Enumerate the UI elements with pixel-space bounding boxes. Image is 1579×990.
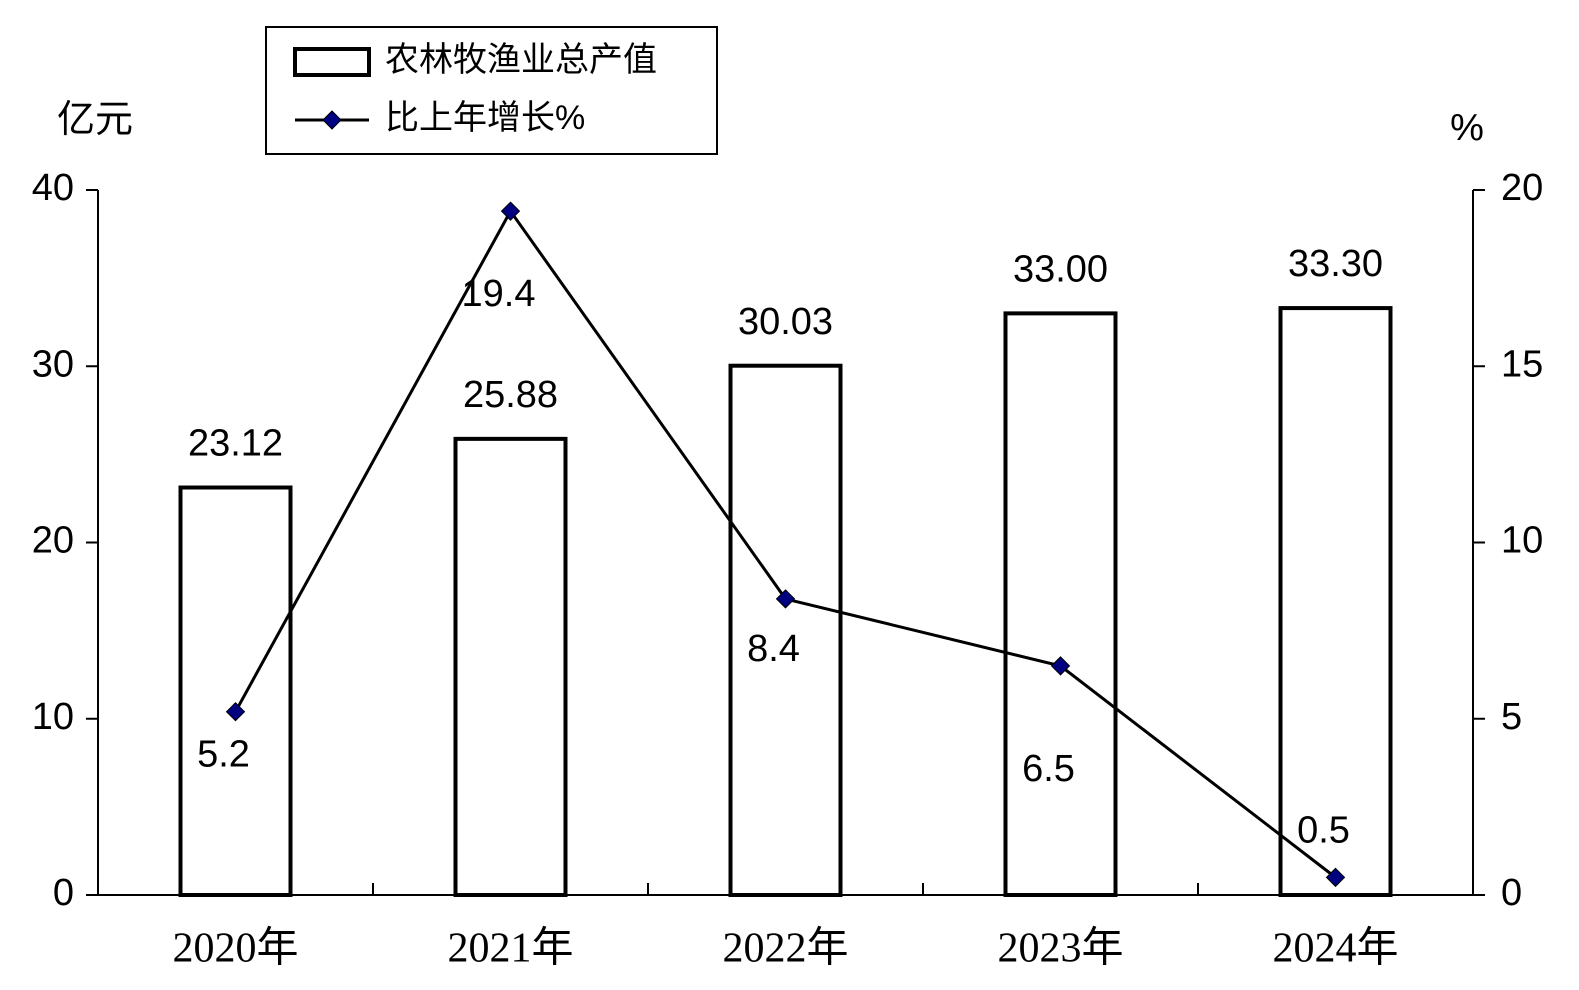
y2-tick-label: 0: [1501, 872, 1522, 914]
line-value-label: 8.4: [747, 628, 800, 670]
y-axis-label: 亿元: [57, 99, 133, 141]
line-marker: [225, 701, 246, 722]
x-tick-label: 2021年: [447, 925, 573, 972]
bar-value-label: 33.30: [1288, 243, 1383, 285]
y-tick-label: 0: [53, 872, 74, 914]
bar: [1278, 306, 1393, 897]
bar: [453, 436, 568, 897]
line-value-label: 5.2: [197, 734, 250, 776]
bar-value-label: 33.00: [1013, 248, 1108, 290]
legend-swatch: [293, 47, 371, 77]
y2-tick-label: 20: [1501, 167, 1543, 209]
line-value-label: 6.5: [1022, 748, 1075, 790]
line-marker: [500, 201, 521, 221]
legend-marker: [322, 110, 342, 130]
line-marker: [775, 589, 796, 609]
line-value-label: 0.5: [1297, 809, 1350, 851]
bar: [1003, 311, 1118, 897]
y2-tick-label: 10: [1501, 520, 1543, 562]
y2-tick-label: 5: [1501, 696, 1522, 738]
line-marker: [1325, 867, 1346, 888]
x-tick-label: 2023年: [997, 925, 1123, 972]
x-tick-label: 2020年: [172, 925, 298, 972]
line-value-label: 19.4: [462, 273, 536, 315]
y-tick-label: 10: [32, 696, 74, 738]
line-marker: [1050, 656, 1071, 676]
y-tick-label: 30: [32, 343, 74, 385]
bar: [728, 363, 843, 897]
y-tick-label: 40: [32, 167, 74, 209]
x-tick-label: 2022年: [722, 925, 848, 972]
x-tick-label: 2024年: [1272, 925, 1398, 972]
bar: [178, 485, 293, 897]
y-tick-label: 20: [32, 520, 74, 562]
legend-label: 农林牧渔业总产值: [385, 41, 657, 79]
bar-value-label: 23.12: [188, 423, 283, 465]
y2-axis-label: %: [1450, 107, 1484, 149]
bar-value-label: 30.03: [738, 301, 833, 343]
legend-label: 比上年增长%: [385, 99, 585, 137]
bar-value-label: 25.88: [463, 374, 558, 416]
y2-tick-label: 15: [1501, 343, 1543, 385]
